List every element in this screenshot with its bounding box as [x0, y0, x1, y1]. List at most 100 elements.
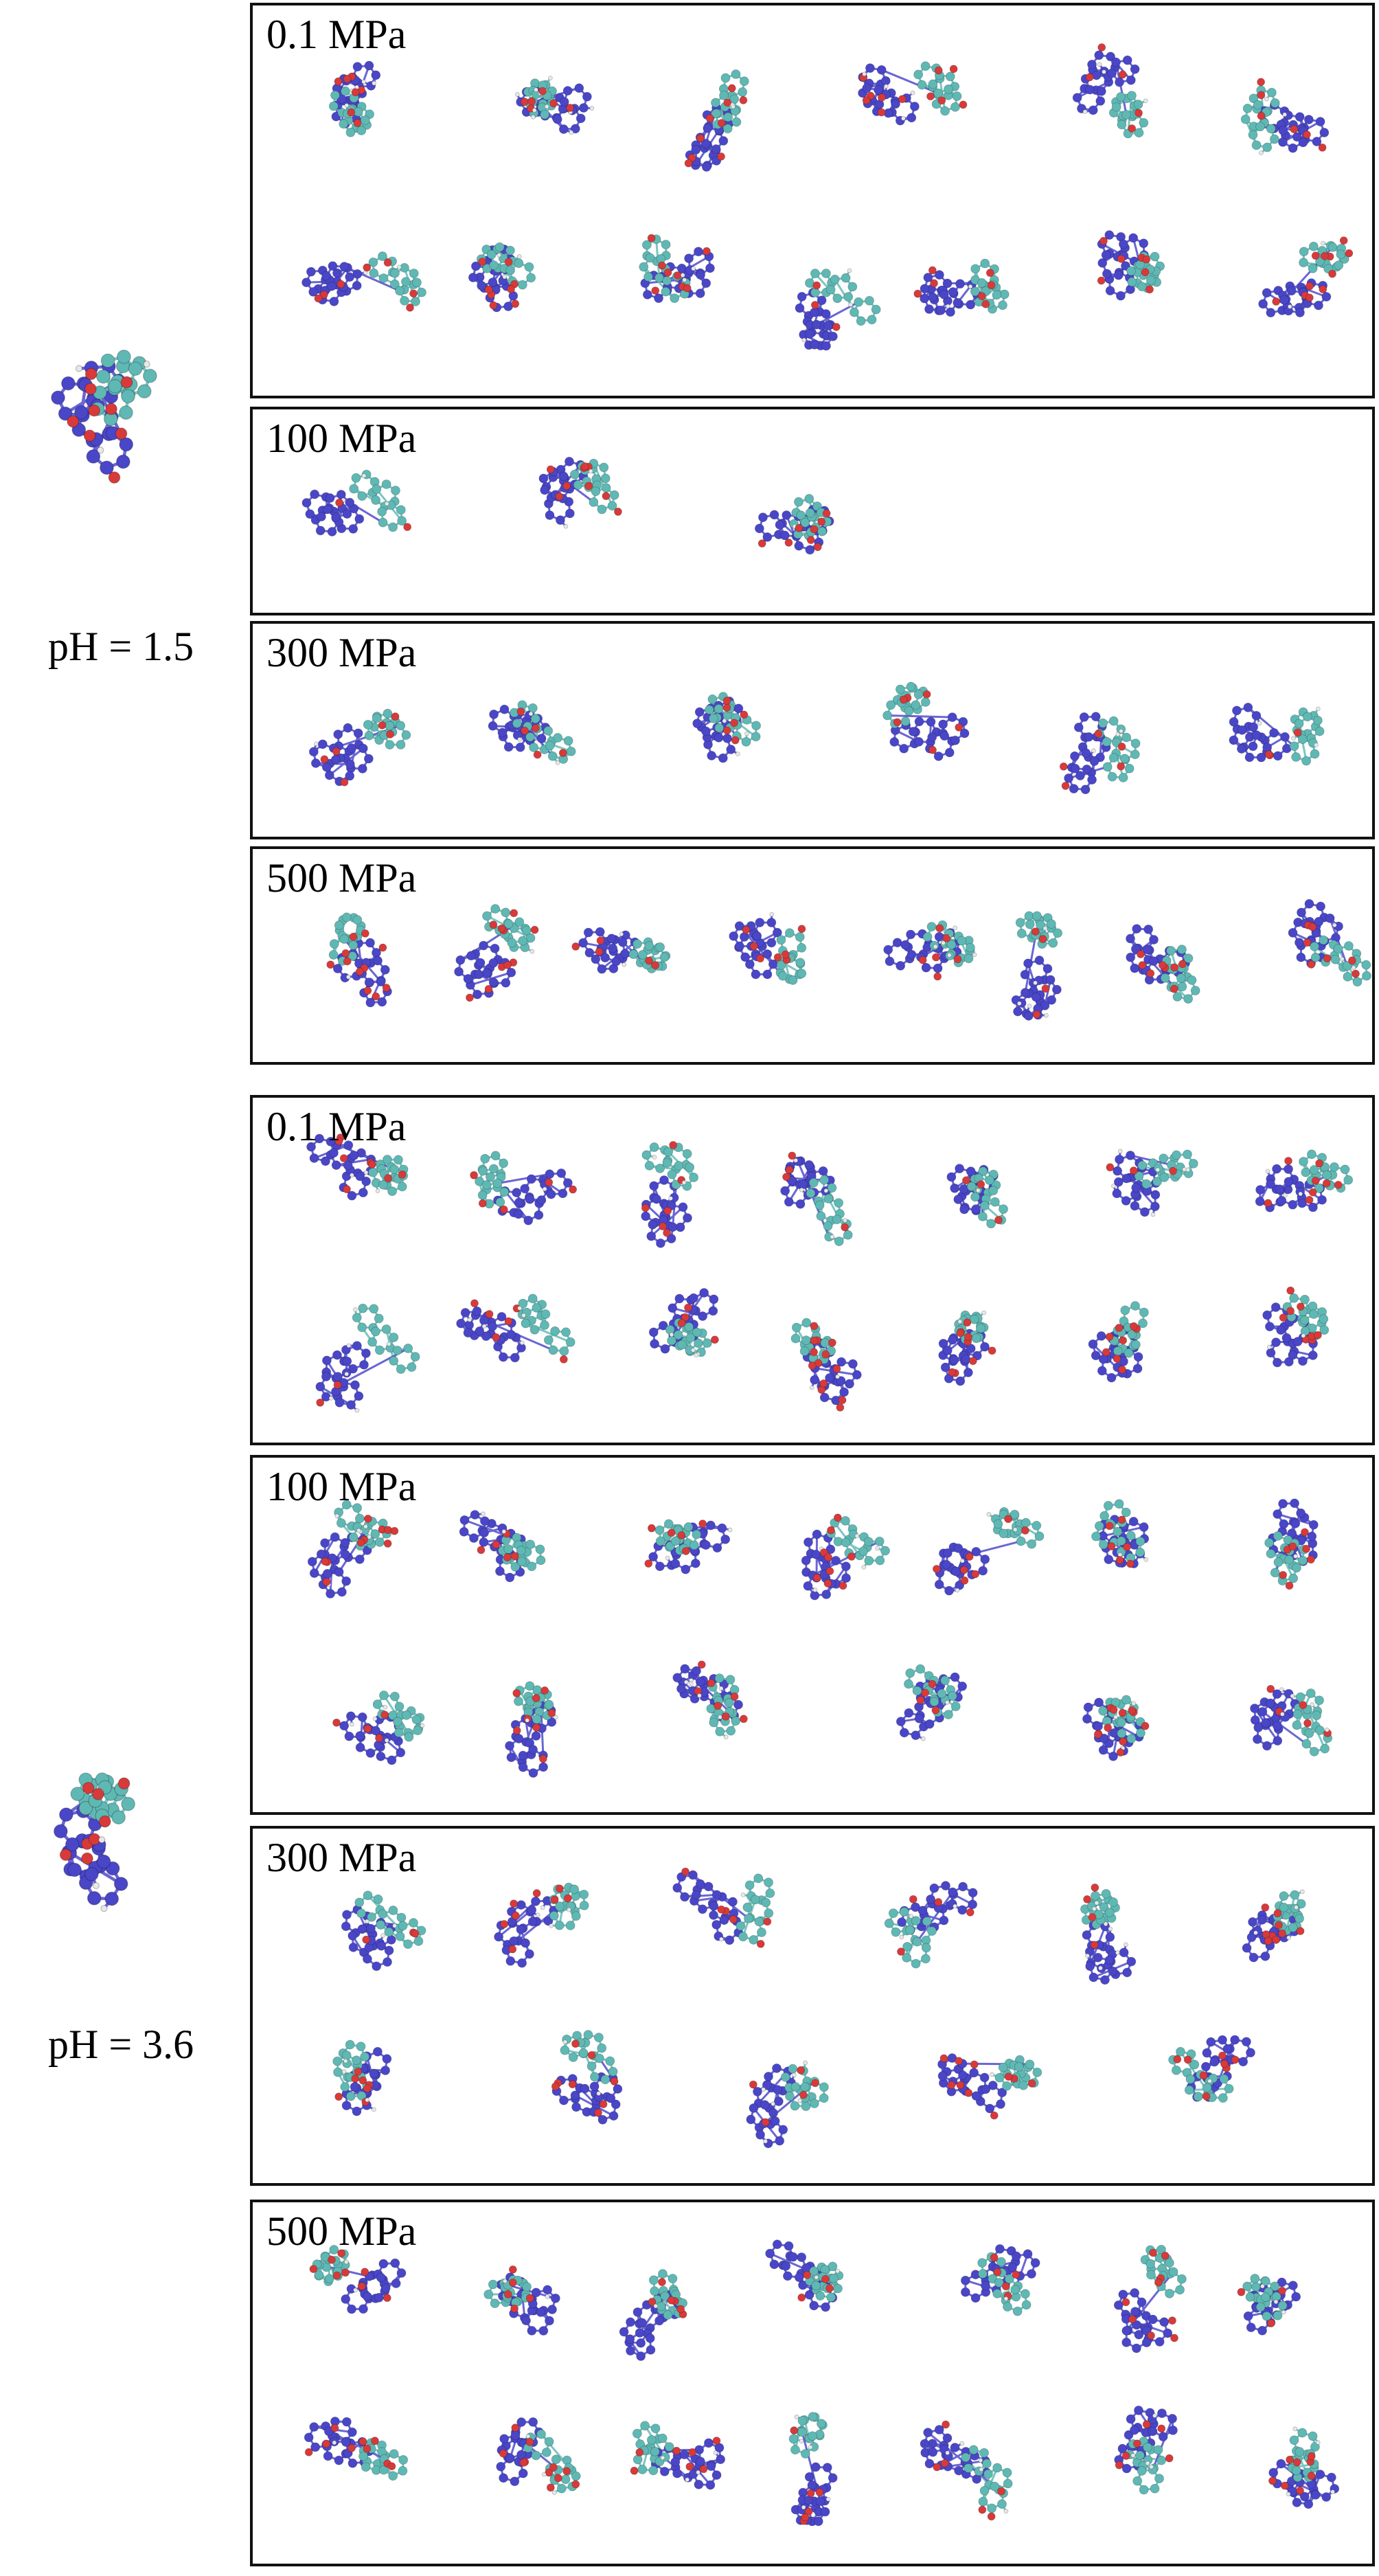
molecule-row — [294, 2397, 1358, 2535]
molecule-snapshot — [850, 1855, 988, 1993]
molecule-snapshot — [294, 2231, 431, 2369]
molecule-row — [294, 222, 1358, 359]
reference-molecule-ph36 — [3, 1752, 209, 1958]
molecule-snapshot — [757, 1484, 895, 1622]
molecule-snapshot — [448, 1122, 586, 1260]
molecule-row — [294, 891, 1371, 1028]
molecule-snapshot — [1221, 1122, 1358, 1260]
ph-label-1: pH = 1.5 — [48, 624, 194, 669]
molecule-snapshot — [757, 222, 895, 359]
molecule-snapshot — [294, 222, 431, 359]
molecule-snapshot — [479, 666, 617, 803]
molecule-snapshot — [1221, 2231, 1358, 2369]
molecule-snapshot — [1221, 1648, 1358, 1785]
reference-molecule-ph15 — [21, 282, 227, 488]
molecule-snapshot — [431, 891, 569, 1028]
molecule-row — [294, 1648, 1358, 1785]
molecule-snapshot — [1118, 891, 1255, 1028]
panel-ph36-0.1mpa: 0.1 MPa — [250, 1095, 1375, 1445]
molecule-row — [294, 447, 1358, 584]
molecule-snapshot — [505, 447, 643, 584]
molecule-snapshot — [665, 42, 802, 179]
molecule-snapshot — [1036, 1855, 1173, 1993]
panel-ph15-300mpa: 300 MPa — [250, 621, 1375, 839]
molecule-snapshot — [603, 2397, 740, 2535]
molecule-snapshot — [603, 1484, 740, 1622]
molecule-snapshot — [294, 447, 431, 584]
molecule-snapshot — [1067, 1122, 1204, 1260]
molecule-snapshot — [912, 2231, 1049, 2369]
panel-ph36-100mpa: 100 MPa — [250, 1455, 1375, 1815]
molecule-snapshot — [843, 891, 981, 1028]
molecule-snapshot — [505, 2019, 643, 2156]
molecule-snapshot — [912, 1280, 1049, 1418]
molecule-snapshot — [1067, 1280, 1204, 1418]
molecule-snapshot — [603, 1280, 740, 1418]
molecule-row — [294, 2231, 1358, 2369]
molecule-snapshot — [603, 222, 740, 359]
molecule-snapshot — [665, 1855, 802, 1993]
molecule-snapshot — [1140, 2019, 1277, 2156]
molecule-snapshot — [717, 2019, 854, 2156]
molecule-snapshot — [928, 2019, 1066, 2156]
molecule-snapshot — [1067, 2397, 1204, 2535]
molecule-snapshot — [1221, 222, 1358, 359]
molecule-snapshot — [1221, 1484, 1358, 1622]
molecule-snapshot — [1221, 1855, 1358, 1993]
molecule-row — [294, 2019, 1358, 2156]
pressure-label: 0.1 MPa — [266, 12, 407, 57]
molecule-snapshot — [294, 1855, 431, 1993]
molecule-snapshot — [912, 1122, 1049, 1260]
molecule-snapshot — [569, 891, 706, 1028]
molecule-row — [294, 1855, 1358, 1993]
molecule-snapshot — [757, 2397, 895, 2535]
molecule-snapshot — [294, 2019, 431, 2156]
molecule-snapshot — [912, 2397, 1049, 2535]
molecule-snapshot — [850, 666, 988, 803]
pressure-label: 100 MPa — [266, 416, 417, 461]
molecule-snapshot — [448, 2231, 586, 2369]
molecule-row — [294, 42, 1358, 179]
molecule-row — [294, 1280, 1358, 1418]
molecule-snapshot — [1221, 42, 1358, 179]
pressure-label: 300 MPa — [266, 630, 417, 675]
molecule-row — [294, 1484, 1358, 1622]
molecule-snapshot — [294, 891, 431, 1028]
molecule-snapshot — [448, 1280, 586, 1418]
pressure-label: 100 MPa — [266, 1464, 417, 1509]
panel-ph15-0.1mpa: 0.1 MPa — [250, 3, 1375, 398]
molecule-snapshot — [1255, 891, 1379, 1028]
molecule-snapshot — [1036, 42, 1173, 179]
molecule-snapshot — [665, 1648, 802, 1785]
molecule-snapshot — [757, 2231, 895, 2369]
molecule-snapshot — [479, 1855, 617, 1993]
molecule-snapshot — [850, 42, 988, 179]
molecule-snapshot — [757, 1122, 895, 1260]
molecule-snapshot — [665, 666, 802, 803]
molecule-snapshot — [448, 222, 586, 359]
pressure-label: 0.1 MPa — [266, 1104, 407, 1149]
molecule-snapshot — [603, 1122, 740, 1260]
molecule-snapshot — [479, 1648, 617, 1785]
molecule-snapshot — [757, 1280, 895, 1418]
molecule-snapshot — [1067, 1484, 1204, 1622]
molecule-snapshot — [294, 1122, 431, 1260]
panel-ph36-500mpa: 500 MPa — [250, 2200, 1375, 2566]
molecule-snapshot — [294, 1280, 431, 1418]
pressure-label: 300 MPa — [266, 1835, 417, 1880]
pressure-label: 500 MPa — [266, 2208, 417, 2254]
molecule-snapshot — [912, 222, 1049, 359]
pressure-label: 500 MPa — [266, 855, 417, 901]
molecule-snapshot — [717, 447, 854, 584]
molecule-snapshot — [294, 666, 431, 803]
molecule-snapshot — [981, 891, 1118, 1028]
panel-ph15-100mpa: 100 MPa — [250, 407, 1375, 615]
molecule-snapshot — [912, 1484, 1049, 1622]
molecule-snapshot — [294, 1648, 431, 1785]
molecule-snapshot — [1221, 1280, 1358, 1418]
molecule-row — [294, 1122, 1358, 1260]
molecule-snapshot — [1221, 2397, 1358, 2535]
molecule-snapshot — [1067, 222, 1204, 359]
molecule-snapshot — [294, 42, 431, 179]
molecule-snapshot — [448, 1484, 586, 1622]
